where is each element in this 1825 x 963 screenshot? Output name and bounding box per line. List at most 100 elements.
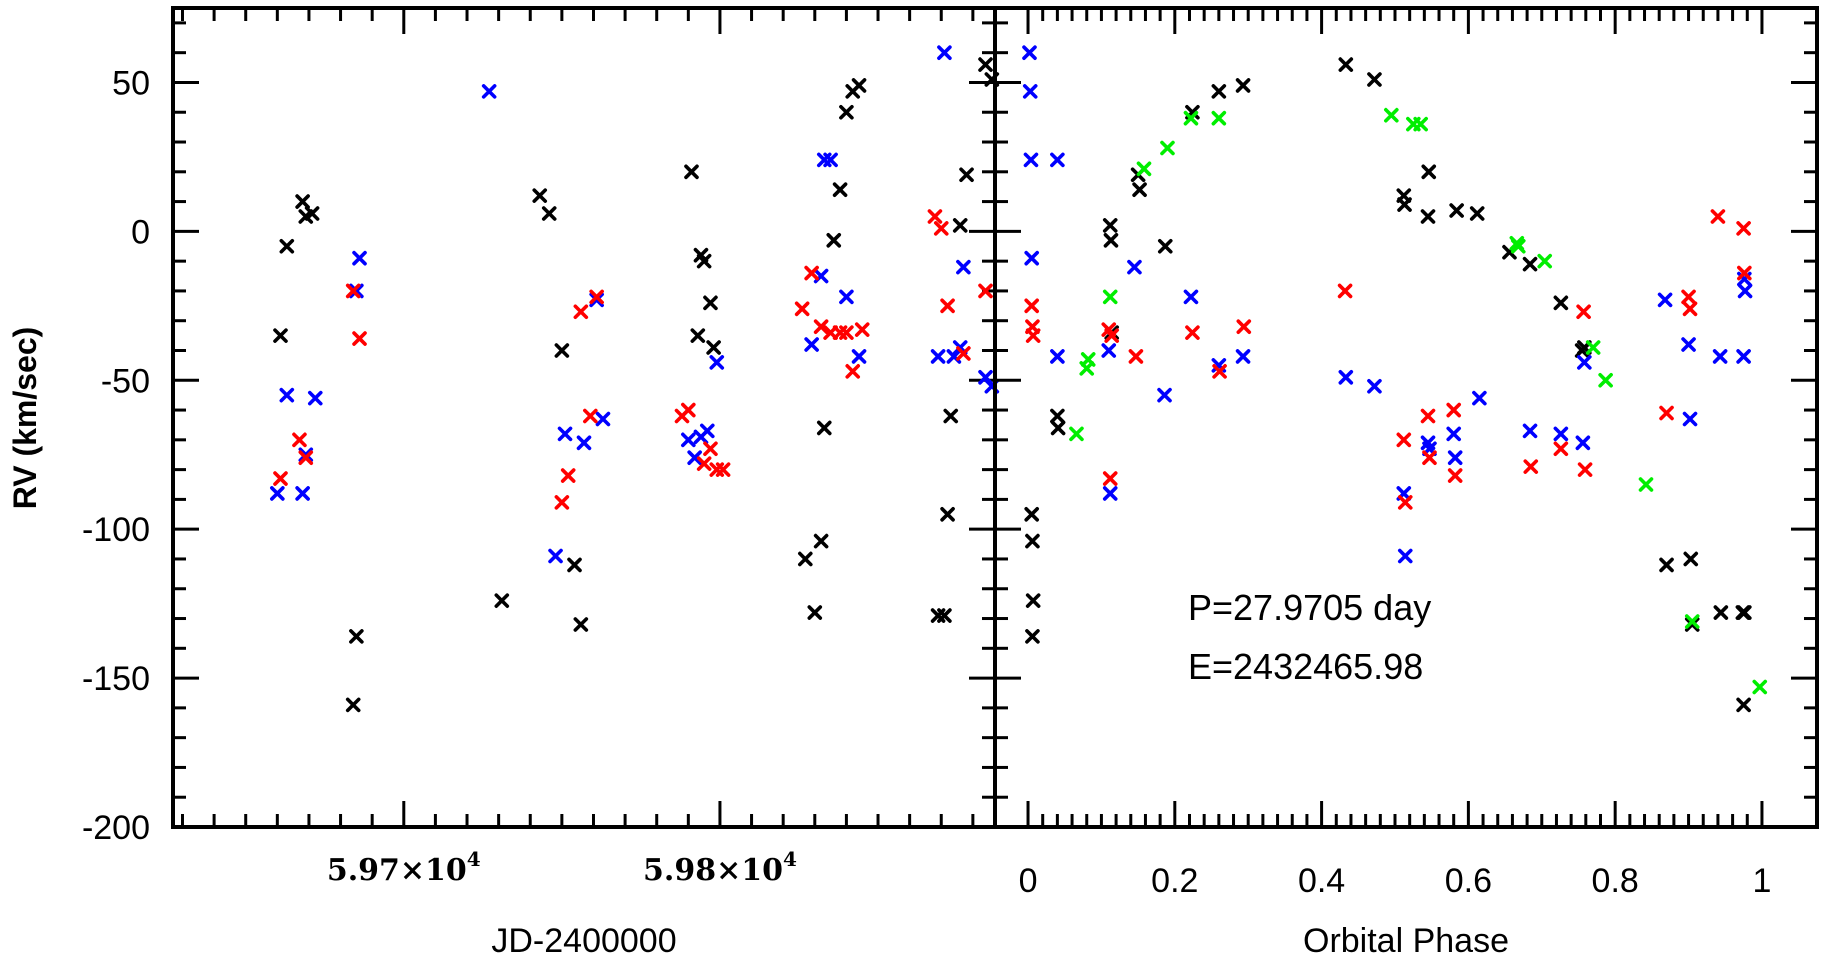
data-point-black	[279, 238, 295, 254]
data-point-black	[1025, 629, 1040, 644]
data-point-red	[1212, 364, 1227, 379]
data-point-black	[826, 232, 842, 248]
data-point-black	[1421, 164, 1437, 180]
data-point-blue	[804, 337, 819, 352]
data-point-blue	[1736, 349, 1751, 364]
data-point-red	[1104, 328, 1119, 343]
data-point-green	[1752, 679, 1768, 695]
y-tick-label: 0	[131, 213, 150, 251]
data-point-green	[1537, 253, 1553, 269]
data-point-black	[1338, 57, 1354, 72]
data-point-black	[690, 328, 706, 343]
data-point-red	[703, 441, 718, 457]
data-point-red	[839, 325, 854, 340]
left-panel-frame	[171, 6, 997, 829]
data-point-blue	[1657, 292, 1673, 308]
data-point-black	[1683, 551, 1699, 567]
data-point-blue	[1737, 283, 1753, 299]
data-point-red	[1236, 319, 1252, 334]
data-point-blue	[307, 390, 323, 406]
data-point-blue	[589, 292, 604, 308]
data-point-black	[940, 506, 955, 522]
data-point-black	[1367, 72, 1382, 87]
data-point-blue	[298, 447, 314, 463]
x-tick-label: 5.98×104	[643, 847, 797, 888]
data-point-red	[352, 331, 367, 346]
data-point-red	[933, 221, 949, 236]
left-panel-tick-labels: 50 0 -50 -100 -150 -200 5.97×104 5.98×104	[82, 64, 797, 888]
data-point-black	[851, 78, 867, 93]
data-point-black	[703, 295, 718, 311]
data-point-black	[813, 533, 829, 549]
data-point-black	[696, 253, 712, 269]
epoch-annotation: E=2432465.98	[1188, 646, 1423, 687]
data-point-blue	[1023, 152, 1039, 168]
data-point-black	[573, 617, 589, 632]
data-point-blue	[687, 450, 702, 466]
data-point-blue	[709, 355, 725, 370]
x-tick-label: 0.4	[1298, 862, 1345, 900]
data-point-red	[978, 283, 993, 299]
right-panel-frame	[993, 6, 1819, 829]
data-point-red	[1737, 265, 1752, 281]
data-point-blue	[1022, 84, 1038, 99]
data-point-black	[273, 328, 288, 343]
data-point-blue	[595, 411, 611, 427]
data-point-blue	[681, 432, 696, 448]
x-tick-label: 0	[1019, 862, 1038, 900]
data-point-blue	[1447, 450, 1463, 466]
data-point-black	[978, 57, 993, 72]
data-point-black	[798, 551, 813, 567]
data-point-blue	[1522, 423, 1538, 439]
data-point-red	[292, 432, 307, 448]
data-point-black	[816, 420, 832, 436]
data-point-red	[573, 304, 589, 320]
data-point-black	[832, 182, 848, 197]
data-point-black	[839, 104, 854, 120]
data-point-red	[554, 495, 570, 510]
data-point-red	[927, 209, 943, 224]
data-point-red	[1185, 325, 1200, 340]
data-point-black	[1397, 197, 1412, 212]
data-point-green	[1211, 110, 1227, 126]
data-point-red	[681, 402, 696, 418]
data-point-black	[684, 164, 699, 180]
data-point-blue	[1577, 355, 1592, 370]
data-point-red	[560, 468, 576, 483]
data-point-red	[1681, 289, 1696, 305]
data-point-black	[706, 340, 721, 355]
data-point-black	[567, 557, 582, 573]
data-point-green	[1413, 116, 1428, 132]
data-point-black	[1157, 238, 1173, 254]
x-tick-label: 5.97×104	[327, 847, 481, 888]
data-point-green	[1183, 110, 1199, 126]
right-panel-points	[1022, 45, 1768, 713]
data-point-red	[940, 298, 955, 314]
data-point-black	[1737, 605, 1752, 620]
data-point-black	[1050, 420, 1066, 436]
data-point-blue	[1157, 387, 1172, 403]
data-point-green	[1160, 140, 1175, 156]
data-point-black	[541, 206, 557, 221]
data-point-blue	[270, 486, 285, 501]
data-point-black	[959, 167, 974, 183]
data-point-blue	[279, 387, 295, 403]
data-point-black	[1102, 218, 1118, 233]
data-point-red	[794, 301, 810, 317]
data-point-blue	[1022, 45, 1037, 60]
y-tick-label: -100	[82, 511, 150, 549]
data-point-black	[494, 593, 510, 608]
data-point-blue	[1338, 369, 1354, 385]
data-point-black	[532, 188, 548, 203]
data-point-black	[1235, 78, 1251, 93]
data-point-red	[854, 322, 870, 337]
data-point-red	[956, 346, 971, 361]
data-point-blue	[700, 423, 715, 439]
x-axis-label-jd: JD-2400000	[491, 922, 676, 960]
data-point-red	[1659, 405, 1674, 421]
data-point-blue	[1681, 337, 1696, 352]
data-point-black	[554, 343, 570, 358]
data-point-red	[1024, 298, 1039, 314]
data-point-red	[715, 462, 731, 477]
